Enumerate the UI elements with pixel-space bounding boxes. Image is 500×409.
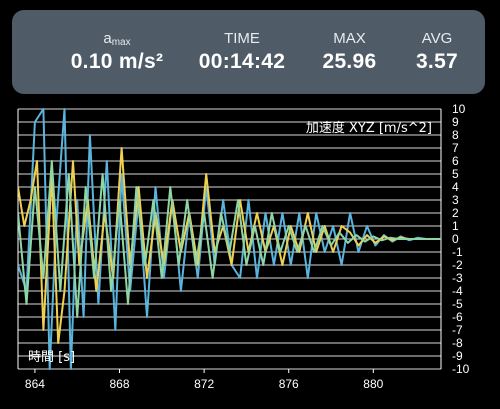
x-tick-label: 868 (110, 377, 130, 391)
stat-time-label: TIME (224, 30, 260, 47)
stat-time: TIME 00:14:42 (182, 30, 302, 74)
stat-max-label: MAX (333, 30, 366, 47)
y-tick-label: 10 (452, 102, 466, 116)
stat-amax-label-sub: max (111, 37, 131, 48)
stats-panel: amax 0.10 m/s² TIME 00:14:42 MAX 25.96 A… (12, 10, 485, 94)
y-tick-label: -5 (452, 297, 463, 311)
y-tick-label: 5 (452, 167, 459, 181)
stat-max: MAX 25.96 (302, 30, 397, 74)
y-tick-label: -10 (452, 362, 470, 376)
stat-avg-label: AVG (421, 30, 453, 47)
stat-avg: AVG 3.57 (392, 30, 482, 74)
y-tick-label: -9 (452, 349, 463, 363)
series-line-2 (18, 160, 441, 318)
stat-amax: amax 0.10 m/s² (52, 30, 182, 74)
stat-amax-value: 0.10 m/s² (70, 50, 164, 73)
stat-time-value: 00:14:42 (198, 50, 286, 73)
y-tick-label: 7 (452, 141, 459, 155)
y-tick-label: 8 (452, 128, 459, 142)
y-tick-label: 3 (452, 193, 459, 207)
stat-amax-label-main: a (103, 30, 112, 47)
y-axis-label: 加速度 XYZ [m/s^2] (306, 120, 432, 136)
stat-amax-label: amax (52, 30, 182, 48)
x-tick-label: 864 (25, 377, 45, 391)
y-tick-label: 4 (452, 180, 459, 194)
y-tick-label: 6 (452, 154, 459, 168)
stat-avg-value: 3.57 (415, 50, 459, 73)
y-tick-label: -8 (452, 336, 463, 350)
y-tick-label: -4 (452, 284, 463, 298)
x-tick-label: 872 (194, 377, 214, 391)
y-tick-label: 1 (452, 219, 459, 233)
y-tick-label: -3 (452, 271, 463, 285)
series-layer (18, 108, 441, 370)
x-tick-label: 876 (279, 377, 299, 391)
y-tick-label: -7 (452, 323, 463, 337)
x-tick-label: 880 (363, 377, 383, 391)
y-tick-label: 2 (452, 206, 459, 220)
y-tick-label: -2 (452, 258, 463, 272)
y-tick-label: -1 (452, 245, 463, 259)
y-tick-label: -6 (452, 310, 463, 324)
y-tick-label: 0 (452, 232, 459, 246)
stat-max-value: 25.96 (322, 50, 377, 73)
x-axis-label: 時間 [s] (28, 350, 75, 365)
y-tick-label: 9 (452, 115, 459, 129)
